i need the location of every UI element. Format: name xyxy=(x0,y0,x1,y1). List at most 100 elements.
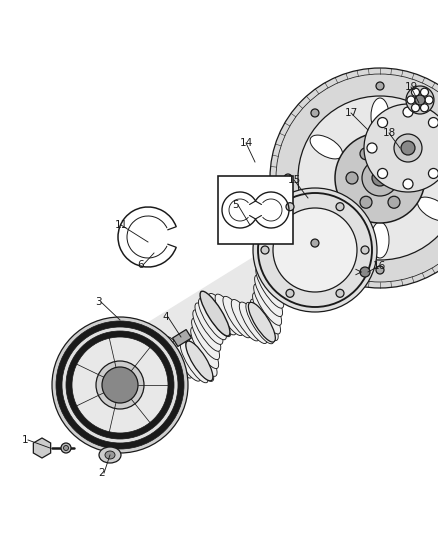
Ellipse shape xyxy=(223,296,251,338)
Circle shape xyxy=(261,246,269,254)
Ellipse shape xyxy=(417,135,438,159)
Ellipse shape xyxy=(371,98,389,134)
Ellipse shape xyxy=(260,253,288,294)
Ellipse shape xyxy=(88,347,116,388)
Circle shape xyxy=(388,196,400,208)
Circle shape xyxy=(298,96,438,260)
Text: 15: 15 xyxy=(288,175,301,185)
Ellipse shape xyxy=(310,197,343,221)
Ellipse shape xyxy=(191,318,219,360)
Circle shape xyxy=(335,133,425,223)
Circle shape xyxy=(388,148,400,160)
Ellipse shape xyxy=(97,320,125,362)
Circle shape xyxy=(406,86,434,114)
Ellipse shape xyxy=(321,217,350,259)
Circle shape xyxy=(346,172,358,184)
Ellipse shape xyxy=(99,447,121,463)
Ellipse shape xyxy=(61,443,71,453)
Ellipse shape xyxy=(316,220,344,261)
Ellipse shape xyxy=(80,366,110,410)
Circle shape xyxy=(362,160,398,196)
Circle shape xyxy=(253,188,377,312)
Text: 17: 17 xyxy=(345,108,358,118)
Ellipse shape xyxy=(239,302,267,344)
Ellipse shape xyxy=(231,300,259,341)
Ellipse shape xyxy=(142,331,170,373)
Circle shape xyxy=(407,96,415,104)
Ellipse shape xyxy=(289,216,316,257)
Ellipse shape xyxy=(265,220,293,261)
Circle shape xyxy=(360,196,372,208)
Ellipse shape xyxy=(254,275,283,317)
Circle shape xyxy=(360,148,372,160)
Circle shape xyxy=(62,327,178,443)
Circle shape xyxy=(96,361,144,409)
Ellipse shape xyxy=(198,298,226,340)
Circle shape xyxy=(273,208,357,292)
Ellipse shape xyxy=(310,135,343,159)
Circle shape xyxy=(376,266,384,274)
Ellipse shape xyxy=(140,328,170,373)
Ellipse shape xyxy=(256,266,284,308)
Ellipse shape xyxy=(304,221,332,262)
Text: 5: 5 xyxy=(232,200,239,210)
Circle shape xyxy=(311,109,319,117)
Circle shape xyxy=(415,95,425,105)
Circle shape xyxy=(403,107,413,117)
Ellipse shape xyxy=(268,214,296,255)
Ellipse shape xyxy=(149,332,177,373)
Ellipse shape xyxy=(180,341,208,383)
Circle shape xyxy=(411,88,420,96)
Text: 19: 19 xyxy=(405,82,418,92)
Circle shape xyxy=(286,289,294,297)
Circle shape xyxy=(428,168,438,179)
Ellipse shape xyxy=(189,335,217,376)
Circle shape xyxy=(367,143,377,153)
Circle shape xyxy=(361,246,369,254)
Circle shape xyxy=(401,141,415,155)
Circle shape xyxy=(336,289,344,297)
Ellipse shape xyxy=(417,197,438,221)
Ellipse shape xyxy=(84,361,111,402)
Circle shape xyxy=(360,267,370,277)
Text: 1: 1 xyxy=(22,435,28,445)
Ellipse shape xyxy=(208,294,236,335)
Ellipse shape xyxy=(215,294,243,336)
Ellipse shape xyxy=(311,221,339,262)
Ellipse shape xyxy=(331,212,359,254)
Ellipse shape xyxy=(203,295,231,337)
Ellipse shape xyxy=(88,338,117,379)
Ellipse shape xyxy=(191,327,219,368)
Circle shape xyxy=(425,96,433,104)
Ellipse shape xyxy=(270,214,297,254)
Circle shape xyxy=(364,104,438,192)
Ellipse shape xyxy=(90,329,118,371)
Text: 3: 3 xyxy=(95,297,102,307)
Ellipse shape xyxy=(260,254,290,299)
Ellipse shape xyxy=(273,212,301,253)
Ellipse shape xyxy=(263,237,291,278)
Circle shape xyxy=(270,68,438,288)
Circle shape xyxy=(52,317,188,453)
Ellipse shape xyxy=(248,302,276,342)
Ellipse shape xyxy=(186,341,213,381)
Ellipse shape xyxy=(262,245,290,287)
Polygon shape xyxy=(33,438,51,458)
Circle shape xyxy=(394,134,422,162)
Circle shape xyxy=(420,88,428,96)
Ellipse shape xyxy=(250,299,278,341)
Circle shape xyxy=(56,321,184,449)
Ellipse shape xyxy=(246,302,274,344)
Circle shape xyxy=(411,104,420,112)
Ellipse shape xyxy=(254,284,282,325)
Ellipse shape xyxy=(186,340,214,382)
Circle shape xyxy=(102,367,138,403)
Circle shape xyxy=(72,337,168,433)
Polygon shape xyxy=(80,209,360,412)
Circle shape xyxy=(378,118,388,127)
Ellipse shape xyxy=(80,366,108,407)
Ellipse shape xyxy=(135,330,163,372)
Circle shape xyxy=(311,239,319,247)
Ellipse shape xyxy=(112,324,140,365)
Circle shape xyxy=(420,104,428,112)
